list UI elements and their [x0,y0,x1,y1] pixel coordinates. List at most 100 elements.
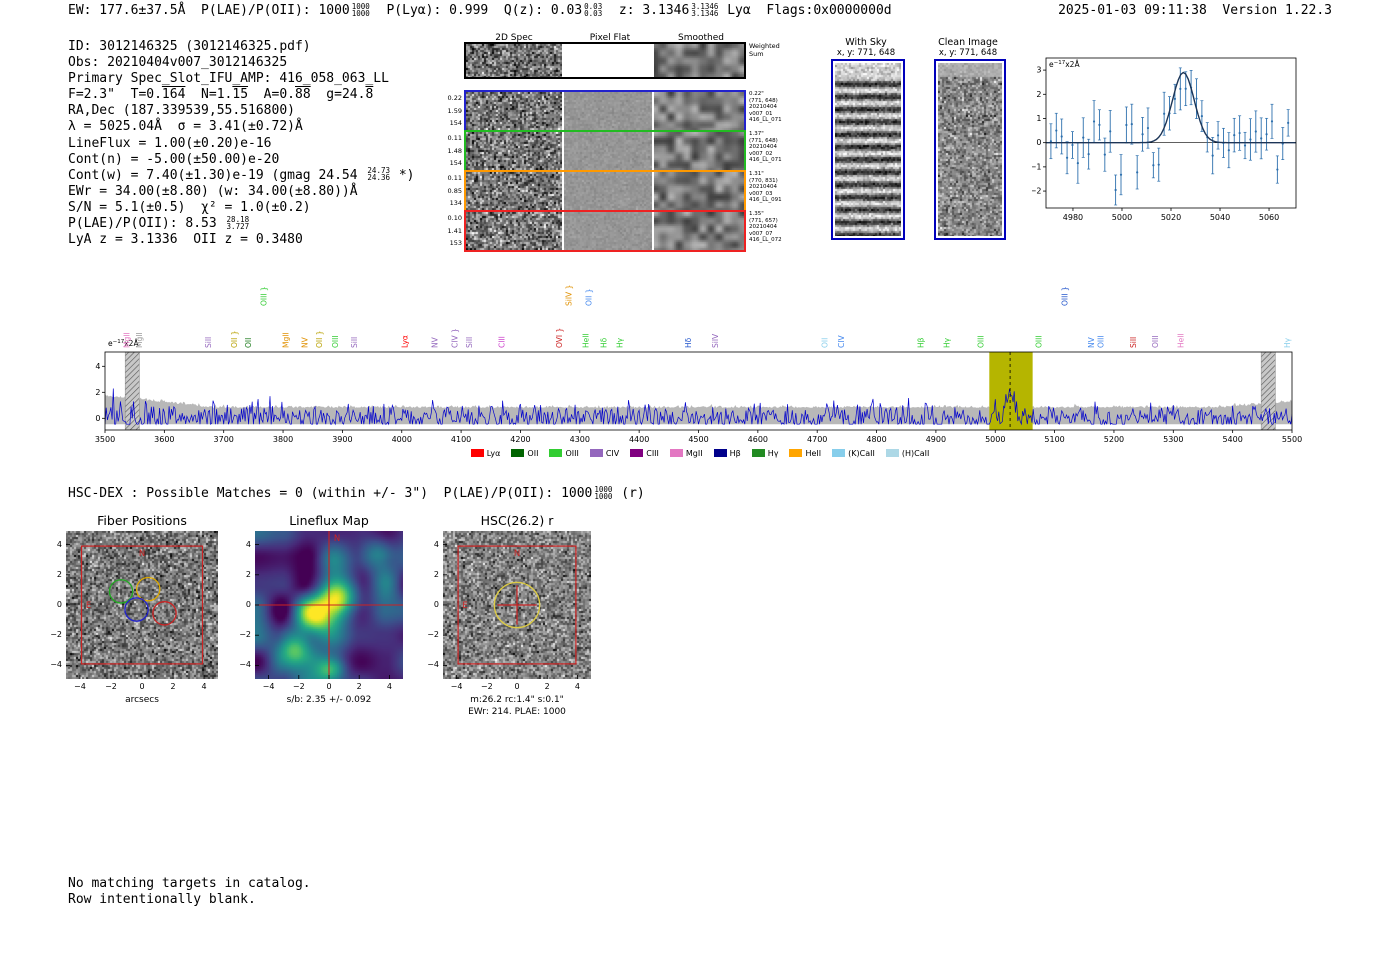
noise-band [105,393,1292,425]
y-tick-label: −2 [1032,187,1042,196]
text-segment: g=24. [310,87,366,103]
clean-image [938,63,1002,236]
spec2d-smoothed-image [654,132,744,170]
lineflux-map-overlay: N [255,531,403,679]
spec2d-right-label: (770, 831) [749,177,778,184]
info-line: LyA z = 3.1336 OII z = 0.3480 [68,232,414,248]
spec2d-2d-image [466,212,562,250]
stacked-fraction: 0.03 0.03 [584,1,603,18]
y-tick-label: 2 [1036,90,1041,99]
emission-line-label: MgII [122,332,131,348]
legend-item: Lyα [470,449,500,458]
spec2d-smoothed-image [654,212,744,250]
emission-line-label: MgII [135,332,144,348]
spec2d-row-right-labels: 0.22" (771, 648) 20210404 v007_01 416_LL_071 [749,91,793,124]
legend-item: (H)CaII [885,448,930,458]
emission-line-label: HeII [582,333,591,348]
compass-north-label: N [514,549,520,559]
spec2d-right-label: 416_LL_072 [749,237,782,244]
spec2d-row-frame [464,42,746,79]
spec2d-smoothed-image [654,44,744,77]
y-tick-label: −1 [1032,162,1042,171]
info-line: S/N = 5.1(±0.5) χ² = 1.0(±0.2) [68,200,414,216]
spec2d-row-left-labels: 0.22 1.59 154 [436,92,462,130]
text-segment: Lyα Flags:0x0000000d [719,3,892,18]
spec2d-right-label: 1.31" [749,171,764,177]
text-segment: P(LAE)/P(OII): 8.53 [68,216,225,232]
cutout-y-tick-label: 0 [433,600,439,609]
spec2d-right-label: (771, 648) [749,97,778,104]
cutout-y-tick-label: 4 [433,539,439,549]
detection-info-block: ID: 3012146325 (3012146325.pdf) Obs: 2021… [68,39,414,248]
legend-swatch [470,449,484,457]
spec2d-right-label: 416_LL_091 [749,197,782,204]
spec2d-left-label: 134 [449,199,462,207]
legend-item: OIII [549,449,579,458]
with-sky-coords: x, y: 771, 648 [836,48,896,58]
emission-line-label: OII } [585,289,594,306]
info-line: EWr = 34.00(±8.80) (w: 34.00(±8.80))Å [68,184,414,200]
stacked-fraction: 1000 1000 [351,1,370,18]
legend-swatch [832,449,846,457]
spec2d-left-label: 1.41 [447,226,462,235]
spec2d-2d-image [466,44,562,77]
legend-swatch [751,449,765,457]
spec2d-left-label: 154 [449,119,462,127]
compass-east-label: E [462,601,467,611]
spec2d-left-label: 0.10 [447,214,462,222]
text-segment: 164 [161,87,186,103]
text-segment: Cont(n) = -5.00(±50.00)e-20 [68,151,280,167]
lineflux-xlabel: s/b: 2.35 +/- 0.092 [286,695,372,705]
clean-image-frame [934,59,1006,240]
text-segment: Obs: 20210404v007_3012146325 [68,55,288,71]
cutout-y-tick-label: 0 [56,600,62,609]
x-tick-label: 4200 [510,435,530,444]
spec2d-row-right-labels: 1.37" (771, 648) 20210404 v007_02 416_LL_071 [749,131,793,164]
info-line: LineFlux = 1.00(±0.20)e-16 [68,136,414,152]
emission-line-label: CIV [837,335,846,348]
spec2d-right-label: 1.37" [749,131,764,137]
cutout-x-tick-label: −4 [450,682,463,691]
emission-line-label: CIII [497,336,506,348]
text-segment: EWr = 34.00(±8.80) (w: 34.00(±8.80))Å [68,183,358,199]
spec2d-right-label: 416_LL_071 [749,157,782,164]
emission-line-label: NV [300,336,309,348]
emission-line-label: CIV } [451,328,460,348]
x-tick-label: 5300 [1163,435,1183,444]
emission-line-label: OII [820,338,829,348]
text-segment: P(Lyα): 0.999 Q(z): 0.03 [370,3,583,18]
emission-line-label: HeII [1176,333,1185,348]
text-segment: ID: 3012146325 (3012146325.pdf) [68,39,311,54]
x-tick-label: 4600 [748,435,768,444]
cutout-x-tick-label: 2 [170,682,176,691]
legend-label: (K)CaII [848,448,875,458]
spec2d-2d-image [466,132,562,170]
fiber-positions-image [66,531,218,679]
fiber-circle [152,601,177,626]
text-segment: A=0. [248,87,295,103]
spec2d-left-label: 153 [449,239,462,247]
text-segment: *) [391,167,415,183]
with-sky-image [835,63,901,236]
spec2d-2d-image [466,92,562,130]
spec2d-left-label: 0.11 [447,174,462,182]
info-line: Cont(w) = 7.40(±1.30)e-19 (gmag 24.54 24… [68,167,415,184]
cutout-y-tick-label: 0 [245,600,251,609]
x-tick-label: 4800 [866,435,886,444]
info-line: F=2.3" T=0.164 N=1.15 A=0.88 g=24.8 [68,87,414,103]
masked-band [1260,352,1276,430]
text-segment: Cont(w) = 7.40(±1.30)e-19 (gmag 24.54 [68,167,366,183]
legend-label: (H)CaII [901,448,930,458]
text-segment: 88 [295,87,311,103]
clean-image-coords: x, y: 771, 648 [938,48,998,58]
legend-swatch [630,449,644,457]
spec2d-right-label: 1.35" [749,211,764,217]
x-tick-label: 3600 [154,435,174,444]
header-timestamp-version: 2025-01-03 09:11:38 Version 1.22.3 [1058,3,1332,18]
text-segment: 15 [232,87,249,103]
x-tick-label: 4900 [926,435,946,444]
emission-line-label: SiII [465,337,474,348]
with-sky-title: With Sky [845,37,887,48]
legend-item: Hβ [713,449,741,458]
cutout-y-tick-label: 2 [245,569,251,579]
